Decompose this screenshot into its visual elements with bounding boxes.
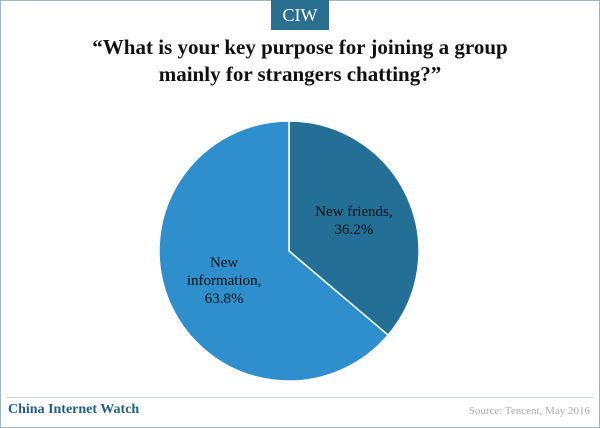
brand: China Internet Watch [8,402,140,417]
category-label: New friends, [315,203,393,220]
pie-slice [158,120,390,382]
footer-rule [6,397,594,398]
slice-label: New information, 63.8% [179,254,269,308]
slice-label: New friends, 36.2% [299,203,409,239]
pie-slice [288,120,420,337]
badge: CIW [271,0,329,30]
source: Source: Tencent, May 2016 [468,405,590,417]
category-label: New information, [186,255,262,290]
value-label: 63.8% [204,291,244,308]
chart-title: “What is your key purpose for joining a … [92,35,508,86]
value-label: 36.2% [334,221,374,238]
